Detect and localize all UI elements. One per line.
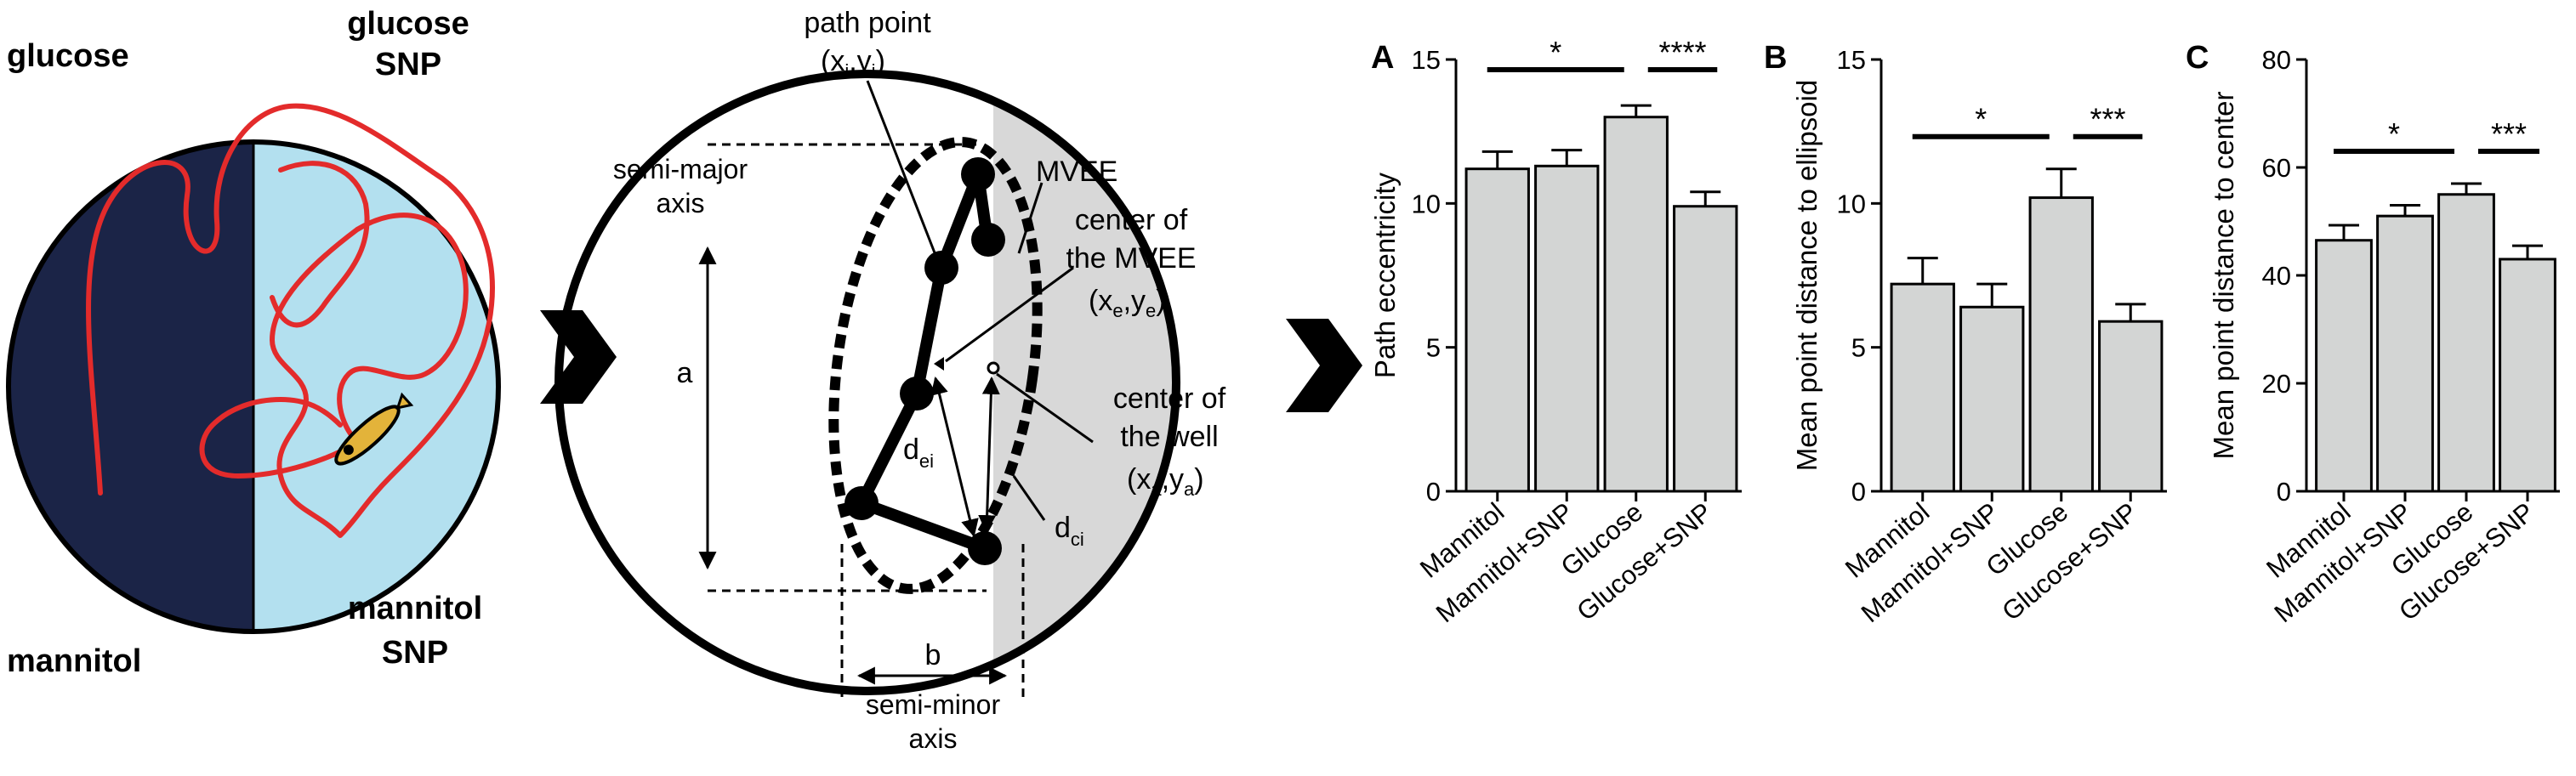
label-glucose-snp-1: glucose [347,6,469,42]
path-point [900,377,934,411]
label-mannitol-snp-1: mannitol [348,591,482,626]
bar [1464,167,1530,493]
y-tick-label: 0 [1426,477,1441,507]
significance-label: * [1975,102,1987,137]
path-polyline [856,168,992,554]
significance-label: * [2388,116,2400,151]
path-point [924,251,958,285]
label-center-mvee-2: the MVEE [1066,242,1196,275]
mvee-ellipse [828,137,1043,594]
y-tick-label: 10 [1837,189,1866,218]
label-mannitol: mannitol [7,643,141,679]
panel-letter: B [1764,40,1787,76]
y-tick-label: 0 [1851,477,1866,507]
chevron-right-icon [540,310,617,404]
path-point [971,223,1005,257]
label-semi-minor-2: axis [909,723,958,754]
swim-path [86,103,495,538]
significance-label: *** [2491,116,2527,151]
bar [2315,239,2373,493]
significance-label: * [1550,35,1561,70]
bar [1603,116,1669,493]
label-d-ci: dci [1055,512,1084,550]
well-center-marker [987,361,1000,375]
label-glucose-snp-2: SNP [375,47,441,82]
significance-label: *** [2090,102,2125,137]
label-center-well-coords: (xa,ya) [1127,463,1204,500]
y-tick-label: 20 [2262,369,2291,399]
bar [2376,214,2434,493]
bar [2028,196,2094,493]
y-tick-label: 80 [2262,45,2291,75]
y-tick-label: 5 [1426,333,1441,363]
label-b: b [925,639,941,671]
panel-letter: C [2186,40,2209,76]
bar [2499,258,2556,493]
y-axis-label: Mean point distance to center [2208,92,2239,460]
path-point [961,157,995,191]
d-ci-arrow [978,376,1000,534]
bar [1673,205,1738,493]
bar [2098,320,2164,493]
y-axis-label: Path eccentricity [1369,172,1401,378]
arena-outline [6,139,501,634]
bar [1959,305,2025,493]
y-tick-label: 0 [2277,477,2291,507]
chevron-right-icon [1286,319,1362,412]
label-mannitol-snp-2: SNP [382,635,448,671]
label-d-ei: dei [903,433,934,472]
bar [1890,282,1955,493]
arena-panel: glucose glucose SNP mannitol mannitol SN… [6,6,501,679]
y-tick-label: 60 [2262,153,2291,183]
bar [2437,193,2495,493]
label-center-mvee-1: center of [1075,204,1188,236]
label-path-point-coords: (xi,yi) [821,45,885,82]
d-ei-arrow [930,376,979,538]
significance-label: **** [1658,35,1706,70]
label-semi-major-2: axis [657,188,705,218]
mvee-diagram: path point (xi,yi) semi-major axis a b s… [554,7,1226,754]
bar [1534,164,1600,493]
label-center-well-2: the well [1120,421,1218,453]
panel-letter: A [1371,40,1394,76]
label-center-mvee-coords: (xe,ye) [1089,285,1166,321]
mvee-center-marker [934,357,944,371]
well-outline [554,70,1180,695]
path-point [968,531,1002,565]
fish-icon [334,392,414,466]
label-semi-minor-1: semi-minor [866,689,1001,720]
y-tick-label: 10 [1412,189,1441,218]
y-tick-label: 40 [2262,261,2291,291]
label-a: a [677,357,693,389]
y-tick-label: 5 [1851,333,1866,363]
label-glucose: glucose [7,38,129,74]
label-center-well-1: center of [1113,382,1226,415]
y-axis-label: Mean point distance to ellipsoid [1791,80,1823,471]
label-mvee: MVEE [1036,156,1117,188]
y-tick-label: 15 [1837,45,1866,75]
label-path-point: path point [804,7,931,39]
path-point [844,486,879,520]
y-tick-label: 15 [1412,45,1441,75]
label-semi-major-1: semi-major [613,154,748,184]
